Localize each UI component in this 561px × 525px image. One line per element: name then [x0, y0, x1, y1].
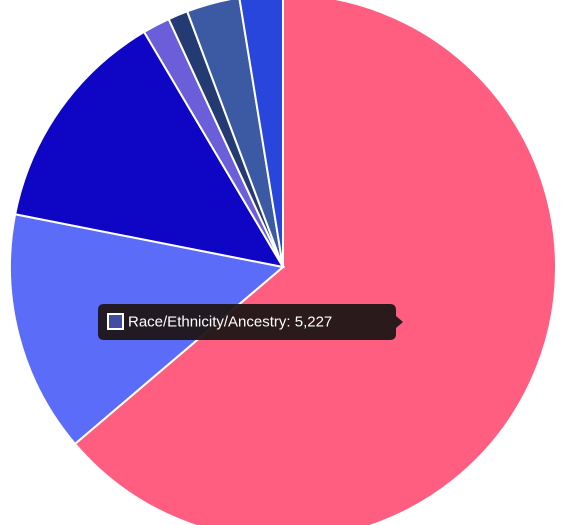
- tooltip: Race/Ethnicity/Ancestry: 5,227: [98, 304, 403, 340]
- pie: [9, 0, 557, 525]
- tooltip-text: Race/Ethnicity/Ancestry: 5,227: [128, 313, 332, 330]
- pie-slice: [13, 30, 285, 269]
- pie-slice: [73, 0, 557, 525]
- tooltip-swatch: [107, 313, 124, 330]
- pie-slice: [238, 0, 284, 268]
- pie-slice: [185, 0, 284, 268]
- tooltip-box: [98, 304, 403, 340]
